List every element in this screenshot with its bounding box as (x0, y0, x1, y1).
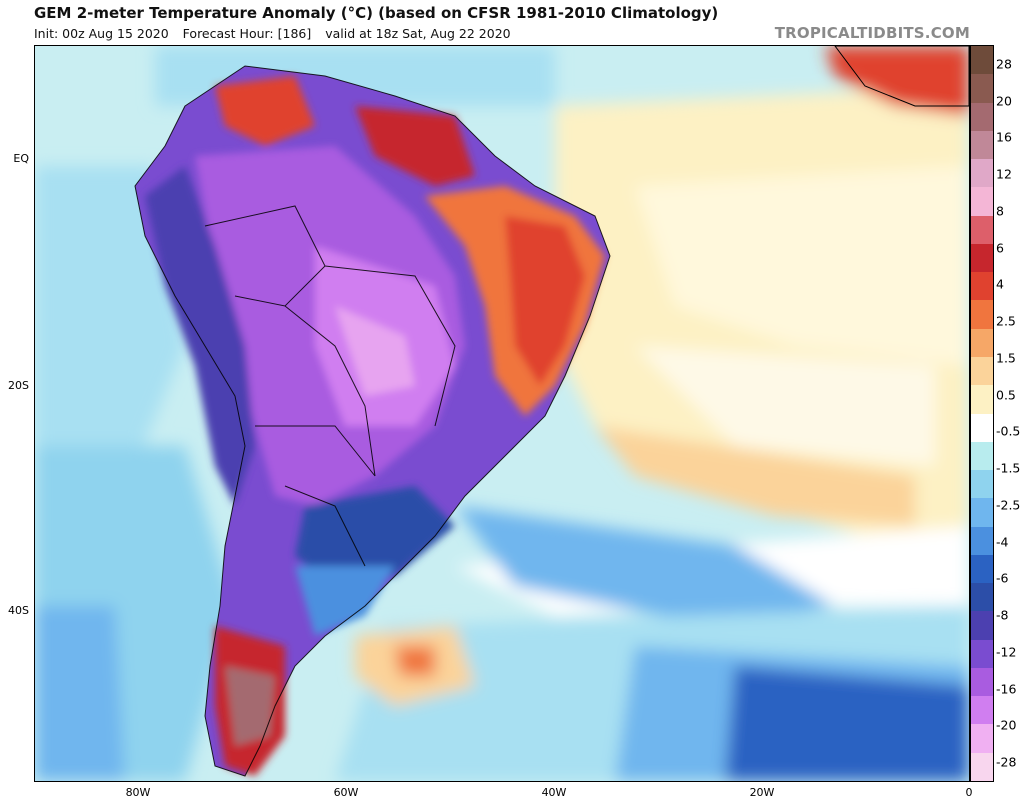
colorbar-segment (971, 243, 993, 273)
colorbar-label: -8 (996, 607, 1009, 623)
colorbar-segment (971, 639, 993, 669)
colorbar-label: 0.5 (996, 387, 1016, 403)
lon-label-80w: 80W (125, 786, 151, 799)
colorbar-segment (971, 356, 993, 386)
colorbar-label: 12 (996, 166, 1012, 182)
lon-label-60w: 60W (333, 786, 359, 799)
colorbar-segment (971, 583, 993, 612)
colorbar-label: 28 (996, 56, 1012, 72)
colorbar-segment (971, 159, 993, 188)
lon-label-0: 0 (965, 786, 973, 799)
colorbar (970, 45, 994, 782)
colorbar-segment (971, 554, 993, 584)
south-america (134, 65, 611, 777)
colorbar-label: 6 (996, 240, 1004, 256)
colorbar-label: 8 (996, 203, 1004, 219)
anomaly-field (35, 46, 969, 781)
colorbar-label: 2.5 (996, 313, 1016, 329)
colorbar-label: -12 (996, 644, 1017, 660)
colorbar-segment (971, 328, 993, 358)
colorbar-label: -20 (996, 717, 1017, 733)
map-title: GEM 2-meter Temperature Anomaly (°C) (ba… (34, 4, 719, 22)
colorbar-segment (971, 385, 993, 414)
forecast-hour: Forecast Hour: [186] (182, 26, 312, 41)
colorbar-segment (971, 526, 993, 556)
colorbar-label: -16 (996, 681, 1017, 697)
map-subtitle: Init: 00z Aug 15 2020 Forecast Hour: [18… (34, 26, 521, 41)
colorbar-segment (971, 498, 993, 528)
colorbar-label: 1.5 (996, 350, 1016, 366)
colorbar-label: -1.5 (996, 460, 1021, 476)
colorbar-segment (971, 752, 993, 782)
lon-label-20w: 20W (749, 786, 775, 799)
colorbar-segment (971, 187, 993, 217)
colorbar-label: -6 (996, 570, 1009, 586)
source-watermark: TROPICALTIDBITS.COM (774, 24, 970, 42)
colorbar-label: 16 (996, 129, 1012, 145)
colorbar-segment (971, 413, 993, 443)
colorbar-label: -28 (996, 754, 1017, 770)
colorbar-segment (971, 130, 993, 160)
colorbar-label: -2.5 (996, 497, 1021, 513)
colorbar-segment (971, 441, 993, 471)
colorbar-segment (971, 470, 993, 499)
colorbar-segment (971, 696, 993, 725)
colorbar-label: -4 (996, 534, 1009, 550)
valid-time: valid at 18z Sat, Aug 22 2020 (325, 26, 511, 41)
lat-label-40s: 40S (8, 604, 29, 617)
lon-label-40w: 40W (541, 786, 567, 799)
colorbar-segment (971, 46, 993, 75)
lat-label-20s: 20S (8, 379, 29, 392)
colorbar-label: -0.5 (996, 423, 1021, 439)
colorbar-segment (971, 300, 993, 330)
africa-coastline (834, 46, 969, 107)
colorbar-segment (971, 102, 993, 132)
colorbar-segment (971, 272, 993, 301)
colorbar-label: 20 (996, 93, 1012, 109)
colorbar-label: 4 (996, 276, 1004, 292)
colorbar-segment (971, 611, 993, 641)
colorbar-segment (971, 724, 993, 754)
colorbar-segment (971, 667, 993, 697)
colorbar-segment (971, 74, 993, 104)
anomaly-map (34, 45, 970, 782)
lat-label-eq: EQ (13, 152, 29, 165)
colorbar-segment (971, 215, 993, 245)
init-time: Init: 00z Aug 15 2020 (34, 26, 169, 41)
anomaly-map-canvas (35, 46, 969, 781)
